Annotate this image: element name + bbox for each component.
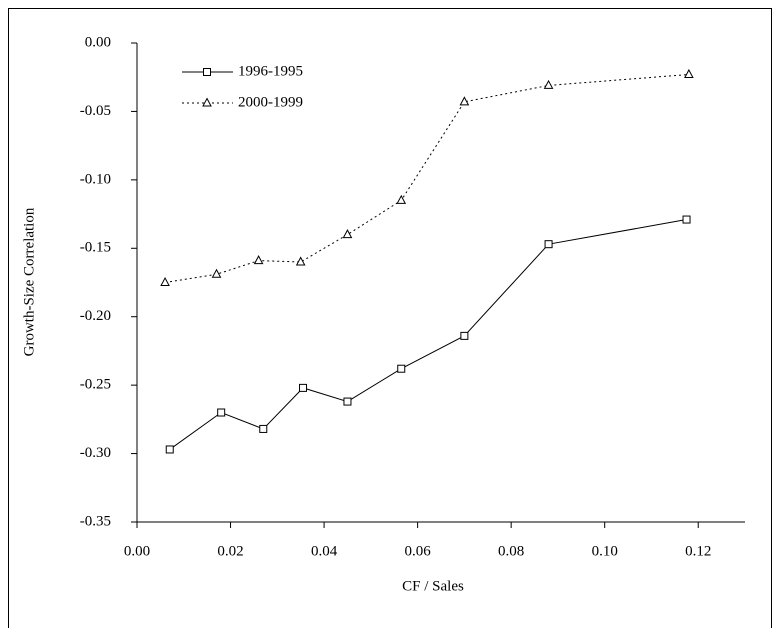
marker [460,331,469,340]
x-tick-label: 0.08 [498,543,524,559]
x-axis-label: CF / Sales [402,578,464,594]
legend-label: 2000-1999 [238,94,303,110]
marker [299,383,308,392]
marker [342,229,353,239]
marker [543,79,554,89]
y-tick-label: -0.05 [80,103,111,119]
marker [217,408,226,417]
legend-marker [202,97,212,107]
x-tick-label: 0.12 [685,543,711,559]
marker [211,268,222,278]
legend-label: 1996-1995 [238,63,303,79]
frame [8,8,772,628]
marker [253,255,264,265]
marker [165,445,174,454]
marker [544,240,553,249]
x-tick-label: 0.02 [217,543,243,559]
y-tick-label: -0.15 [80,240,111,256]
y-axis-label: Growth-Size Correlation [21,207,37,356]
marker [259,424,268,433]
x-tick-label: 0.00 [124,543,150,559]
series-line [169,219,687,450]
y-tick-label: -0.35 [80,513,111,529]
marker [295,256,306,266]
y-tick-label: 0.00 [85,34,111,50]
x-tick-label: 0.06 [404,543,431,559]
marker [343,397,352,406]
marker [459,96,470,106]
y-tick-label: -0.30 [80,445,111,461]
marker [684,68,694,78]
x-tick-label: 0.04 [311,543,338,559]
x-tick-label: 0.10 [592,543,618,559]
y-tick-label: -0.20 [80,308,111,324]
marker [397,364,406,373]
marker [160,276,170,286]
y-tick-label: -0.10 [80,171,111,187]
y-tick-label: -0.25 [80,377,111,393]
series-line [164,73,689,283]
marker [682,215,691,224]
marker [396,194,407,204]
legend-marker [203,68,211,76]
